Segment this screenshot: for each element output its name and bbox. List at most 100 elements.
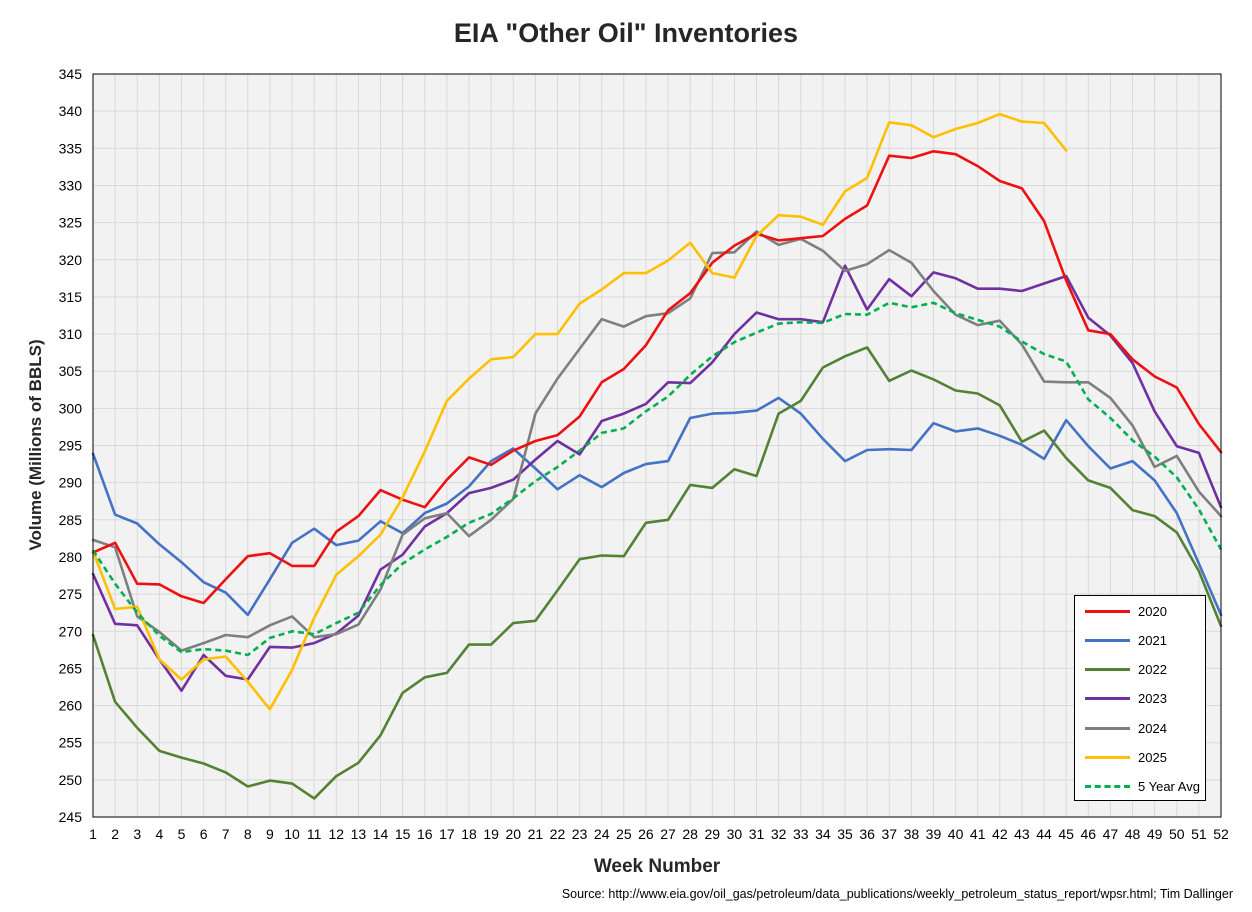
x-axis-label: Week Number xyxy=(593,856,721,877)
x-tick-label: 46 xyxy=(1081,826,1097,842)
legend-swatch xyxy=(1085,785,1130,789)
x-tick-label: 5 xyxy=(178,826,186,842)
x-tick-label: 34 xyxy=(815,826,831,842)
legend-swatch xyxy=(1085,697,1130,701)
series-line-2023 xyxy=(91,264,1223,693)
x-tick-label: 18 xyxy=(461,826,477,842)
x-tick-label: 20 xyxy=(505,826,521,842)
x-tick-label: 2 xyxy=(111,826,119,842)
legend-item: 2024 xyxy=(1085,718,1167,738)
x-tick-label: 35 xyxy=(837,826,853,842)
x-tick-label: 19 xyxy=(483,826,499,842)
y-tick-label: 345 xyxy=(59,66,83,82)
x-tick-label: 10 xyxy=(284,826,300,842)
x-tick-label: 39 xyxy=(926,826,942,842)
y-tick-label: 330 xyxy=(59,177,83,193)
x-tick-label: 47 xyxy=(1103,826,1119,842)
x-tick-label: 28 xyxy=(682,826,698,842)
y-tick-label: 315 xyxy=(59,289,83,305)
legend-label: 2023 xyxy=(1138,691,1167,707)
legend-item: 2022 xyxy=(1085,660,1167,680)
legend-label: 5 Year Avg xyxy=(1138,779,1200,795)
chart-title: EIA "Other Oil" Inventories xyxy=(453,18,799,48)
legend-swatch xyxy=(1085,756,1130,759)
y-tick-label: 340 xyxy=(59,103,83,119)
legend-swatch xyxy=(1085,638,1130,642)
x-tick-label: 17 xyxy=(439,826,455,842)
x-tick-label: 4 xyxy=(155,826,163,842)
y-tick-label: 305 xyxy=(59,363,83,379)
x-tick-label: 21 xyxy=(528,826,544,842)
y-tick-label: 270 xyxy=(59,623,83,639)
x-tick-label: 33 xyxy=(793,826,809,842)
series-line-2025 xyxy=(91,112,1068,711)
x-tick-label: 24 xyxy=(594,826,610,842)
y-tick-label: 245 xyxy=(59,809,83,825)
y-tick-label: 250 xyxy=(59,772,83,788)
legend-swatch xyxy=(1085,609,1130,613)
x-tick-label: 50 xyxy=(1169,826,1185,842)
legend-swatch xyxy=(1085,668,1130,672)
x-tick-label: 30 xyxy=(727,826,743,842)
x-tick-label: 9 xyxy=(266,826,274,842)
y-tick-label: 310 xyxy=(59,326,83,342)
x-tick-label: 6 xyxy=(200,826,208,842)
legend-item: 2023 xyxy=(1085,689,1167,709)
y-tick-label: 280 xyxy=(59,549,83,565)
x-tick-label: 8 xyxy=(244,826,252,842)
y-tick-label: 255 xyxy=(59,735,83,751)
legend-label: 2020 xyxy=(1138,603,1167,619)
x-tick-label: 44 xyxy=(1036,826,1052,842)
legend-item: 5 Year Avg xyxy=(1085,777,1200,797)
x-tick-label: 29 xyxy=(705,826,721,842)
series-line-2024 xyxy=(91,230,1223,652)
x-tick-label: 48 xyxy=(1125,826,1141,842)
chart-legend: 2020 2021 2022 2023 2024 2025 5 Year Avg xyxy=(1074,595,1206,801)
legend-label: 2025 xyxy=(1138,750,1167,765)
x-tick-label: 1 xyxy=(89,826,97,842)
x-tick-label: 31 xyxy=(749,826,765,842)
source-note: Source: http://www.eia.gov/oil_gas/petro… xyxy=(561,887,1233,901)
series-line-5-year-avg xyxy=(91,301,1223,657)
x-tick-label: 52 xyxy=(1213,826,1229,842)
x-tick-label: 23 xyxy=(572,826,588,842)
y-tick-label: 295 xyxy=(59,438,83,454)
series-line-2022 xyxy=(91,346,1223,800)
legend-item: 2025 xyxy=(1085,748,1167,768)
legend-label: 2022 xyxy=(1138,662,1167,678)
y-tick-label: 285 xyxy=(59,512,83,528)
x-tick-label: 12 xyxy=(329,826,345,842)
x-tick-label: 27 xyxy=(660,826,676,842)
x-tick-label: 7 xyxy=(222,826,230,842)
x-tick-label: 43 xyxy=(1014,826,1030,842)
x-tick-label: 38 xyxy=(904,826,920,842)
x-tick-label: 15 xyxy=(395,826,411,842)
x-tick-label: 11 xyxy=(307,826,322,842)
x-tick-label: 42 xyxy=(992,826,1008,842)
y-tick-label: 265 xyxy=(59,660,83,676)
x-tick-label: 36 xyxy=(859,826,875,842)
x-tick-label: 51 xyxy=(1191,826,1207,842)
x-tick-label: 45 xyxy=(1058,826,1074,842)
series-line-2020 xyxy=(91,150,1223,605)
x-tick-label: 37 xyxy=(881,826,897,842)
y-tick-label: 260 xyxy=(59,698,83,714)
x-tick-label: 22 xyxy=(550,826,566,842)
y-tick-label: 300 xyxy=(59,400,83,416)
x-tick-label: 16 xyxy=(417,826,433,842)
x-tick-label: 40 xyxy=(948,826,964,842)
x-tick-label: 49 xyxy=(1147,826,1163,842)
y-tick-label: 325 xyxy=(59,215,83,231)
y-tick-label: 320 xyxy=(59,252,83,268)
plot-border xyxy=(92,73,1222,818)
x-tick-label: 13 xyxy=(351,826,367,842)
x-tick-label: 3 xyxy=(133,826,141,842)
legend-item: 2021 xyxy=(1085,630,1167,650)
y-tick-label: 290 xyxy=(59,475,83,491)
legend-label: 2024 xyxy=(1138,720,1167,736)
x-tick-label: 14 xyxy=(373,826,389,842)
x-tick-label: 25 xyxy=(616,826,632,842)
y-tick-label: 335 xyxy=(59,140,83,156)
legend-item: 2020 xyxy=(1085,601,1167,621)
